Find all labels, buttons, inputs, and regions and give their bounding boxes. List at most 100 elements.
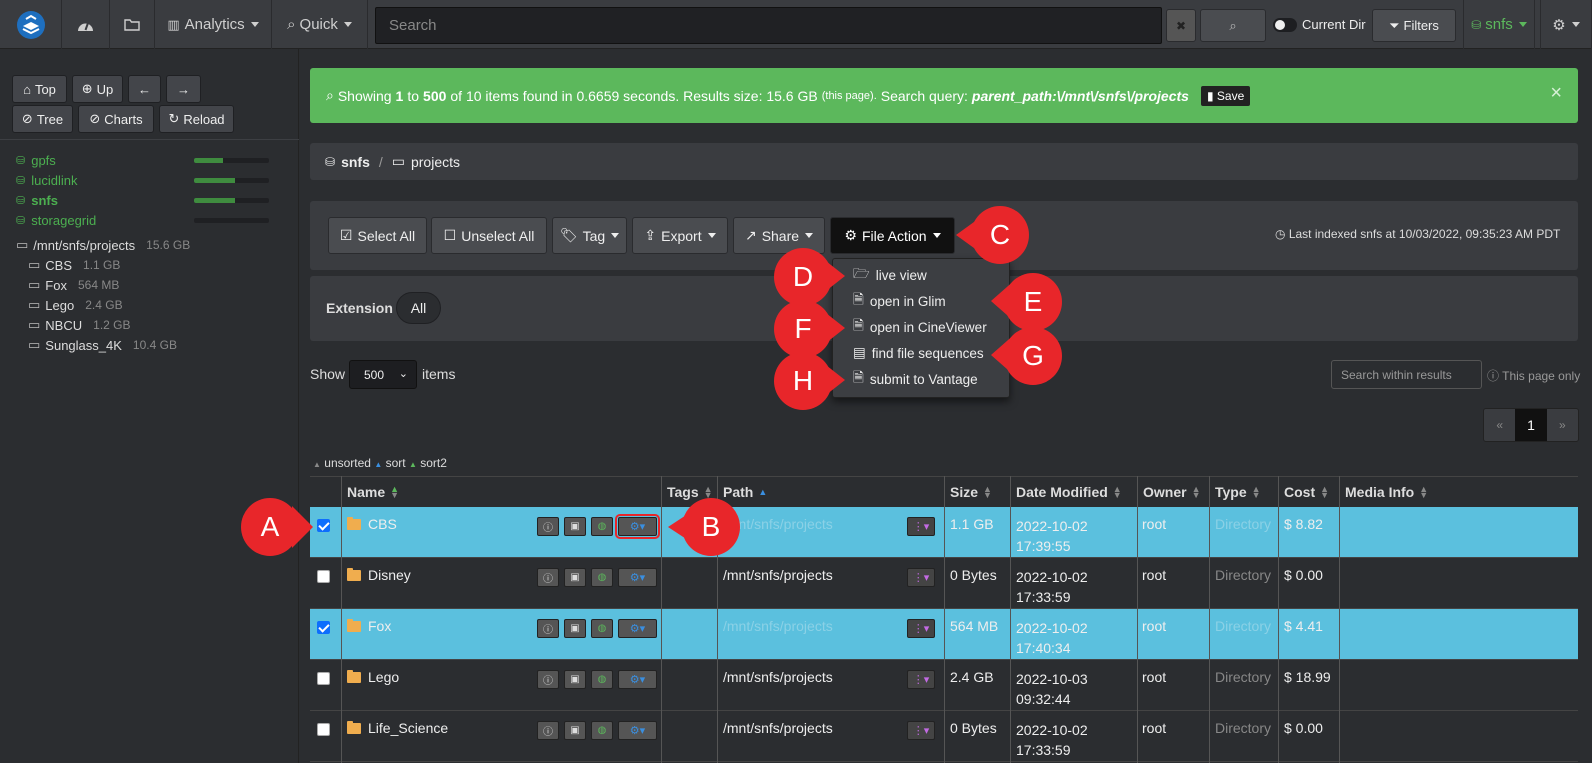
clear-search-button[interactable]: ✖ xyxy=(1166,9,1196,42)
row-name[interactable]: CBS xyxy=(347,516,397,532)
logo[interactable] xyxy=(0,0,62,49)
col-header-tags[interactable]: Tags ▲ ▼ xyxy=(667,478,713,506)
share-button[interactable]: ↗ Share xyxy=(733,217,825,254)
row-path[interactable]: /mnt/snfs/projects xyxy=(723,618,833,634)
row-file-action-button[interactable]: ⚙▾ xyxy=(615,514,660,539)
row-checkbox[interactable] xyxy=(317,519,330,532)
back-button[interactable]: ← xyxy=(128,75,161,103)
col-header-owner[interactable]: Owner ▲ ▼ xyxy=(1143,478,1201,506)
row-path-menu-button[interactable]: ⋮▾ xyxy=(907,568,935,587)
row-path-menu-button[interactable]: ⋮▾ xyxy=(907,670,935,689)
next-page-button[interactable]: » xyxy=(1558,418,1566,432)
breadcrumb-root[interactable]: snfs xyxy=(341,153,370,170)
copy-button[interactable]: ▣ xyxy=(564,568,586,587)
col-header-media-info[interactable]: Media Info ▲ ▼ xyxy=(1345,478,1428,506)
row-name[interactable]: Lego xyxy=(347,669,399,685)
tree-root[interactable]: ▭ /mnt/snfs/projects 15.6 GB xyxy=(16,235,190,255)
quick-menu[interactable]: ⌕ Quick xyxy=(272,0,368,49)
up-button[interactable]: ⊕ Up xyxy=(72,75,123,103)
unselect-all-button[interactable]: ☐ Unselect All xyxy=(431,217,547,254)
tree-item-nbcu[interactable]: ▭ NBCU 1.2 GB xyxy=(28,315,131,335)
row-file-action-button[interactable]: ⚙▾ xyxy=(618,721,657,740)
row-file-action-button[interactable]: ⚙▾ xyxy=(618,619,657,638)
row-path-menu-button[interactable]: ⋮▾ xyxy=(907,619,935,638)
col-header-size[interactable]: Size ▲ ▼ xyxy=(950,478,992,506)
row-path[interactable]: /mnt/snfs/projects xyxy=(723,567,833,583)
volume-item-gpfs[interactable]: ⛁ gpfs xyxy=(16,150,56,170)
menu-item-live-view[interactable]: 🗁︎ live view xyxy=(833,262,1011,288)
col-header-cost[interactable]: Cost ▲ ▼ xyxy=(1284,478,1329,506)
row-checkbox[interactable] xyxy=(317,621,330,634)
info-button[interactable]: ⓘ xyxy=(537,619,559,638)
copy-button[interactable]: ▣ xyxy=(564,721,586,740)
charts-toggle-button[interactable]: ⊘ Charts xyxy=(78,105,154,133)
col-header-date-modified[interactable]: Date Modified ▲ ▼ xyxy=(1016,478,1122,506)
copy-button[interactable]: ▣ xyxy=(564,619,586,638)
row-file-action-button[interactable]: ⚙▾ xyxy=(618,670,657,689)
menu-item-find-file-sequences[interactable]: ▤ find file sequences xyxy=(833,340,1011,366)
tree-item-cbs[interactable]: ▭ CBS 1.1 GB xyxy=(28,255,120,275)
col-header-type[interactable]: Type ▲ ▼ xyxy=(1215,478,1261,506)
tree-item-fox[interactable]: ▭ Fox 564 MB xyxy=(28,275,119,295)
volume-item-storagegrid[interactable]: ⛁ storagegrid xyxy=(16,210,96,230)
prev-page-button[interactable]: « xyxy=(1496,418,1503,432)
info-button[interactable]: ⓘ xyxy=(537,517,559,536)
tree-toggle-button[interactable]: ⊘ Tree xyxy=(12,105,73,133)
current-dir-toggle[interactable] xyxy=(1273,18,1297,32)
copy-button[interactable]: ▣ xyxy=(564,670,586,689)
row-file-action-button[interactable]: ⚙▾ xyxy=(618,568,657,587)
volume-item-lucidlink[interactable]: ⛁ lucidlink xyxy=(16,170,77,190)
settings-menu[interactable]: ⚙ xyxy=(1540,0,1592,49)
storage-button[interactable]: ◍ xyxy=(591,517,613,536)
row-path[interactable]: /mnt/snfs/projects xyxy=(723,669,833,685)
analytics-menu[interactable]: ▥ Analytics xyxy=(155,0,272,49)
row-path[interactable]: /mnt/snfs/projects xyxy=(723,516,833,532)
file-action-button[interactable]: ⚙ File Action xyxy=(830,217,955,254)
storage-button[interactable]: ◍ xyxy=(591,721,613,740)
top-button[interactable]: ⌂ Top xyxy=(12,75,67,103)
volume-menu[interactable]: ⛁ snfs xyxy=(1463,0,1535,49)
volume-item-snfs[interactable]: ⛁ snfs xyxy=(16,190,58,210)
menu-item-submit-to-vantage[interactable]: 🗎︎ submit to Vantage xyxy=(833,366,1011,392)
row-path[interactable]: /mnt/snfs/projects xyxy=(723,720,833,736)
search-button[interactable]: ⌕ xyxy=(1200,9,1266,42)
tree-item-sunglass-4k[interactable]: ▭ Sunglass_4K 10.4 GB xyxy=(28,335,177,355)
col-header-path[interactable]: Path ▲ xyxy=(723,478,767,506)
folder-nav-icon[interactable] xyxy=(110,0,155,49)
storage-button[interactable]: ◍ xyxy=(591,568,613,587)
search-input[interactable]: Search xyxy=(375,7,1162,44)
menu-item-open-in-cineviewer[interactable]: 🗎︎ open in CineViewer xyxy=(833,314,1011,340)
filters-button[interactable]: ⏷ Filters xyxy=(1372,9,1456,42)
tag-button[interactable]: 🏷︎ Tag xyxy=(552,217,627,254)
forward-button[interactable]: → xyxy=(166,75,201,103)
storage-button[interactable]: ◍ xyxy=(591,619,613,638)
row-name[interactable]: Disney xyxy=(347,567,411,583)
export-button[interactable]: ⇪ Export xyxy=(632,217,728,254)
breadcrumb-folder[interactable]: projects xyxy=(410,153,461,170)
row-name[interactable]: Fox xyxy=(347,618,391,634)
row-checkbox[interactable] xyxy=(317,723,330,736)
page-1-button[interactable]: 1 xyxy=(1515,409,1547,441)
search-within-input[interactable]: Search within results xyxy=(1331,360,1482,389)
table-row[interactable]: Lego ⓘ ▣ ◍ ⚙▾ /mnt/snfs/projects ⋮▾ 2.4 GB 2022-… xyxy=(310,660,1578,711)
page-size-select[interactable]: 500 ⌄ xyxy=(349,360,417,389)
storage-button[interactable]: ◍ xyxy=(591,670,613,689)
info-button[interactable]: ⓘ xyxy=(537,721,559,740)
tree-item-lego[interactable]: ▭ Lego 2.4 GB xyxy=(28,295,123,315)
reload-button[interactable]: ↻ Reload xyxy=(159,105,234,133)
row-checkbox[interactable] xyxy=(317,570,330,583)
info-button[interactable]: ⓘ xyxy=(537,670,559,689)
menu-item-open-in-glim[interactable]: 🗎︎ open in Glim xyxy=(833,288,1011,314)
extension-all-pill[interactable]: All xyxy=(396,292,441,324)
dashboard-icon[interactable] xyxy=(62,0,110,49)
select-all-button[interactable]: ☑ Select All xyxy=(328,217,427,254)
row-checkbox[interactable] xyxy=(317,672,330,685)
close-alert-button[interactable]: × xyxy=(1550,82,1562,104)
row-path-menu-button[interactable]: ⋮▾ xyxy=(907,721,935,740)
col-header-name[interactable]: Name ▲ ▼ xyxy=(347,478,399,506)
save-query-button[interactable]: ▮ Save xyxy=(1200,85,1251,106)
row-path-menu-button[interactable]: ⋮▾ xyxy=(907,517,935,536)
info-button[interactable]: ⓘ xyxy=(537,568,559,587)
copy-button[interactable]: ▣ xyxy=(564,517,586,536)
row-name[interactable]: Life_Science xyxy=(347,720,448,736)
